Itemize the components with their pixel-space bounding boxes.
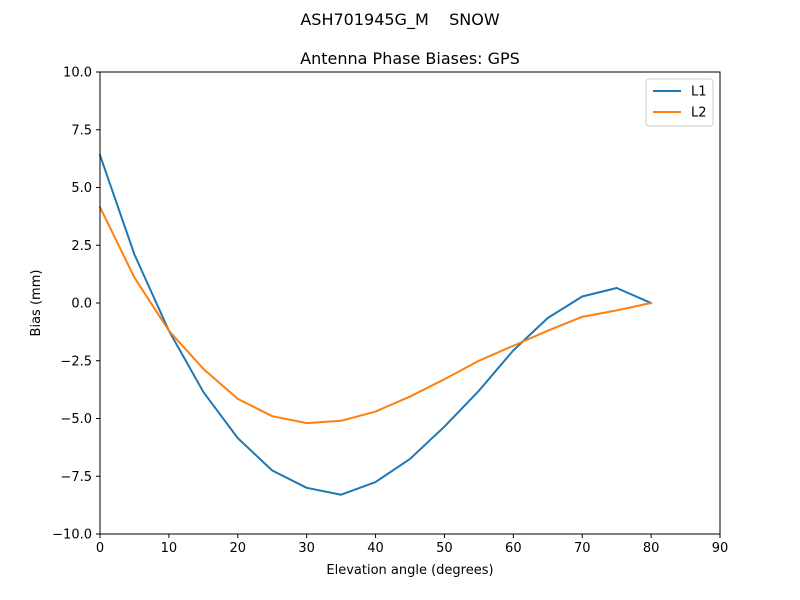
x-axis: 0 10 20 30 40 50 60 70 80 90 [96, 534, 728, 556]
legend-label-l2: L2 [691, 106, 707, 121]
x-axis-label: Elevation angle (degrees) [326, 563, 493, 578]
x-tick-label: 50 [436, 541, 453, 556]
y-tick-label: 0.0 [71, 297, 92, 312]
x-tick-label: 0 [96, 541, 104, 556]
plot-frame [99, 71, 721, 535]
x-tick-label: 30 [298, 541, 315, 556]
figure-suptitle: ASH701945G_M SNOW [300, 10, 500, 29]
y-axis-label: Bias (mm) [29, 270, 44, 337]
x-tick-label: 90 [712, 541, 729, 556]
x-tick-label: 20 [230, 541, 247, 556]
y-tick-label: −10.0 [52, 528, 92, 543]
y-tick-label: 2.5 [71, 239, 92, 254]
x-tick-label: 40 [367, 541, 384, 556]
y-tick-label: 10.0 [63, 66, 92, 81]
y-tick-label: −2.5 [60, 354, 92, 369]
y-tick-label: 7.5 [71, 123, 92, 138]
series-line-l2 [98, 205, 653, 425]
y-tick-label: −7.5 [60, 470, 92, 485]
y-axis: −10.0 −7.5 −5.0 −2.5 0.0 2.5 5.0 7.5 10.0 [52, 66, 100, 543]
x-tick-label: 60 [505, 541, 522, 556]
series-line-l1 [98, 153, 653, 496]
y-tick-label: −5.0 [60, 412, 92, 427]
x-tick-label: 70 [574, 541, 591, 556]
plot-marks [98, 153, 653, 496]
x-tick-label: 80 [643, 541, 660, 556]
y-tick-label: 5.0 [71, 181, 92, 196]
x-tick-label: 10 [161, 541, 178, 556]
legend-label-l1: L1 [691, 85, 707, 100]
chart-title: Antenna Phase Biases: GPS [300, 49, 520, 68]
